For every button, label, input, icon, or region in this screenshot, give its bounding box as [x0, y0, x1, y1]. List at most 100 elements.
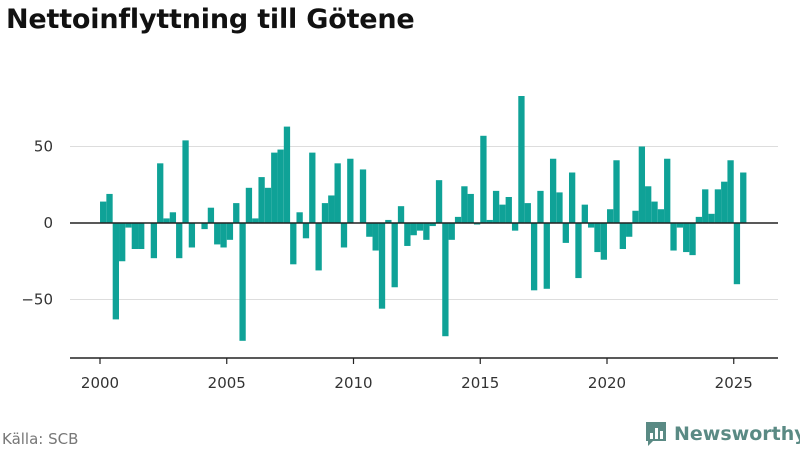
bar — [702, 189, 709, 223]
bar — [530, 223, 538, 291]
brand-name: Newsworthy — [674, 423, 800, 445]
bar — [131, 223, 139, 250]
bar — [442, 223, 449, 337]
bar — [283, 126, 291, 223]
bar — [296, 212, 303, 223]
bar — [277, 149, 284, 223]
source-label: Källa: SCB — [2, 430, 79, 448]
bar — [252, 218, 259, 223]
bar — [182, 140, 189, 223]
bar — [397, 206, 405, 223]
bar — [378, 223, 386, 309]
bar — [201, 223, 208, 230]
bar — [714, 189, 722, 223]
bar — [708, 213, 715, 223]
bar — [600, 223, 607, 260]
tick-labels: 50 0 −50 2000 2005 2010 2015 2020 2025 — [21, 138, 753, 393]
bar — [511, 223, 519, 231]
bar — [721, 181, 728, 223]
bar — [588, 223, 595, 228]
bar — [290, 223, 297, 265]
bar — [214, 223, 221, 245]
bar — [492, 190, 500, 223]
bar — [549, 158, 557, 223]
bar — [328, 195, 335, 223]
bar — [302, 223, 310, 239]
bar — [150, 223, 158, 259]
bar — [448, 223, 455, 240]
bar — [632, 210, 639, 223]
bar — [467, 193, 474, 223]
bar — [435, 180, 443, 223]
bar — [385, 219, 392, 223]
bar — [410, 223, 417, 236]
bar — [613, 160, 620, 223]
bar — [271, 152, 278, 223]
bar — [524, 203, 531, 223]
bar — [100, 201, 107, 223]
bar — [486, 219, 493, 223]
x-tick-label: 2015 — [461, 374, 499, 392]
x-tick-label: 2020 — [588, 374, 626, 392]
bar — [562, 223, 569, 243]
bar — [740, 172, 747, 223]
y-tick-label: −50 — [21, 291, 53, 309]
bar — [125, 223, 132, 228]
bar — [607, 209, 614, 223]
bar — [543, 223, 550, 289]
bar — [733, 223, 741, 285]
bar — [226, 223, 234, 240]
bar — [309, 152, 316, 223]
bar — [220, 223, 227, 248]
bar — [138, 223, 145, 250]
bar — [689, 223, 696, 256]
bar — [664, 158, 671, 223]
bar — [340, 223, 348, 248]
x-tick-label: 2010 — [334, 374, 372, 392]
bar — [315, 223, 322, 271]
chart-title: Nettoinflyttning till Götene — [6, 4, 415, 35]
axes — [70, 222, 778, 364]
bar — [619, 223, 626, 250]
bar — [676, 223, 684, 228]
bar — [505, 196, 512, 223]
bar — [245, 187, 253, 223]
y-tick-label: 50 — [34, 138, 53, 156]
bar — [594, 223, 601, 253]
bar — [391, 223, 398, 288]
bar — [518, 96, 525, 223]
bar — [670, 223, 677, 251]
bar — [461, 186, 468, 223]
bar — [163, 218, 170, 223]
bar — [454, 216, 462, 223]
bar — [258, 177, 265, 223]
bar — [239, 223, 246, 341]
bar — [366, 223, 373, 237]
bar — [112, 223, 119, 320]
bar — [416, 223, 424, 231]
bar — [429, 223, 436, 227]
bar — [372, 223, 379, 251]
brand-logo: Newsworthy — [644, 420, 800, 448]
bar — [499, 204, 506, 223]
bar — [626, 223, 633, 237]
bars — [100, 96, 747, 341]
bar — [657, 209, 665, 223]
bar — [169, 212, 177, 223]
bar — [695, 216, 703, 223]
bar — [264, 187, 272, 223]
bar — [575, 223, 582, 279]
bar — [727, 160, 734, 223]
newsworthy-logo-icon — [646, 422, 666, 446]
bar — [176, 223, 183, 259]
bar — [334, 163, 341, 223]
bar — [106, 193, 113, 223]
bar — [581, 204, 588, 223]
bar — [651, 201, 658, 223]
bar — [423, 223, 430, 240]
bar — [347, 158, 354, 223]
bar — [404, 223, 411, 246]
bar — [359, 169, 367, 223]
bar — [480, 135, 487, 223]
